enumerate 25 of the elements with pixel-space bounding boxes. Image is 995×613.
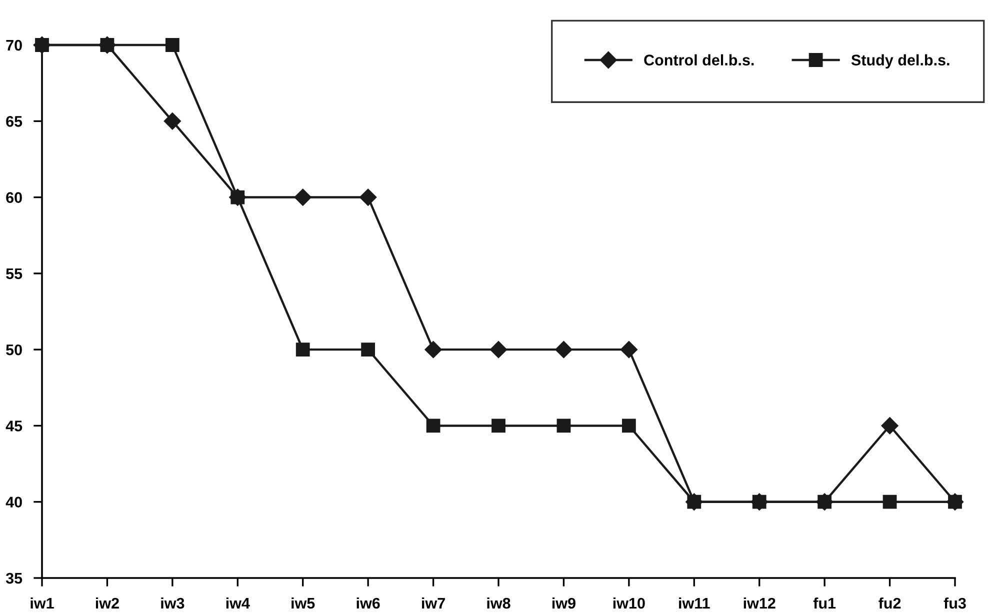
x-tick-label: iw6: [356, 597, 380, 609]
x-tick-label: fu3: [944, 597, 966, 609]
x-tick-label: fu2: [878, 597, 901, 609]
x-tick-label: fu1: [813, 597, 836, 609]
x-tick-label: iw8: [487, 597, 510, 609]
x-tick-label: iw10: [613, 597, 645, 609]
y-tick-label: 55: [6, 268, 22, 280]
x-tick-label: iw12: [744, 597, 776, 609]
x-tick-label: iw1: [30, 597, 54, 609]
legend-label: Control del.b.s.: [644, 54, 754, 66]
y-tick-label: 70: [6, 40, 22, 51]
x-tick-label: iw3: [161, 597, 184, 609]
x-tick-label: iw4: [226, 597, 250, 609]
y-tick-label: 35: [6, 572, 22, 584]
y-tick-label: 50: [6, 344, 22, 356]
x-tick-label: iw11: [679, 597, 710, 609]
y-tick-label: 60: [6, 192, 22, 203]
y-tick-label: 65: [6, 116, 22, 127]
x-tick-label: iw9: [552, 597, 576, 609]
x-tick-label: iw5: [292, 597, 315, 609]
x-tick-label: iw2: [96, 597, 119, 609]
y-tick-label: 40: [6, 496, 22, 508]
y-tick-label: 45: [6, 420, 22, 432]
legend-label: Study del.b.s.: [851, 54, 950, 69]
x-tick-label: iw7: [422, 597, 445, 609]
